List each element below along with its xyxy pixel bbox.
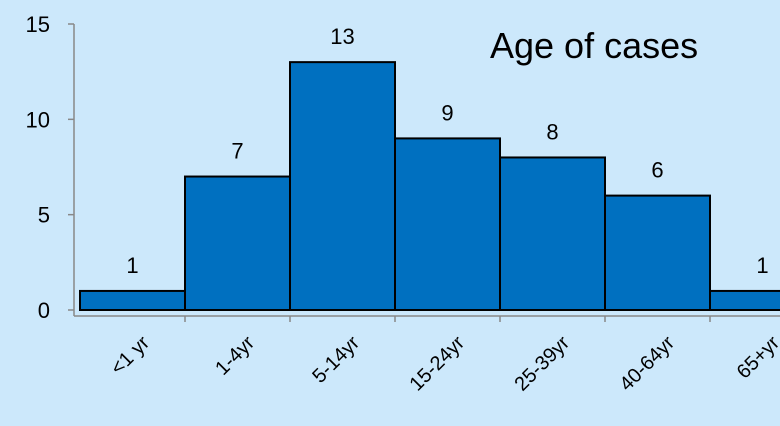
data-label-1-4yr: 7 (231, 139, 243, 164)
data-label-40-64yr: 6 (651, 158, 663, 183)
x-tick-label-40-64yr: 40-64yr (616, 332, 680, 396)
bar-5-14yr (289, 61, 396, 312)
y-tick-label-15: 15 (26, 12, 50, 37)
data-label-1-yr: 1 (126, 253, 138, 278)
x-tick-label-1-4yr: 1-4yr (211, 332, 259, 380)
bar-1-4yr (184, 175, 291, 311)
x-tick-label-1-yr: <1 yr (107, 332, 155, 380)
data-label-65-yr: 1 (756, 253, 768, 278)
x-tick-label-5-14yr: 5-14yr (308, 332, 364, 388)
bars-group (79, 61, 780, 312)
bar-65-yr (709, 289, 780, 311)
y-tick-label-10: 10 (26, 107, 50, 132)
data-label-5-14yr: 13 (330, 24, 354, 49)
y-tick-label-0: 0 (38, 298, 50, 323)
data-label-25-39yr: 8 (546, 119, 558, 144)
bar-1-yr (79, 289, 186, 311)
bar-40-64yr (604, 194, 711, 312)
axes-group (73, 24, 780, 322)
x-axis-labels: <1 yr 1-4yr 5-14yr 15-24yr 25-39yr 40-64yr 65+… (107, 332, 780, 396)
y-tick-label-5: 5 (38, 203, 50, 228)
y-axis-ticks: 0 5 10 15 (26, 12, 74, 323)
data-label-15-24yr: 9 (441, 100, 453, 125)
x-tick-label-15-24yr: 15-24yr (406, 332, 470, 396)
bar-25-39yr (499, 156, 606, 311)
x-tick-label-25-39yr: 25-39yr (511, 332, 575, 396)
bar-15-24yr (394, 137, 501, 311)
chart-title: Age of cases (490, 25, 698, 66)
x-tick-label-65-yr: 65+yr (733, 332, 780, 384)
